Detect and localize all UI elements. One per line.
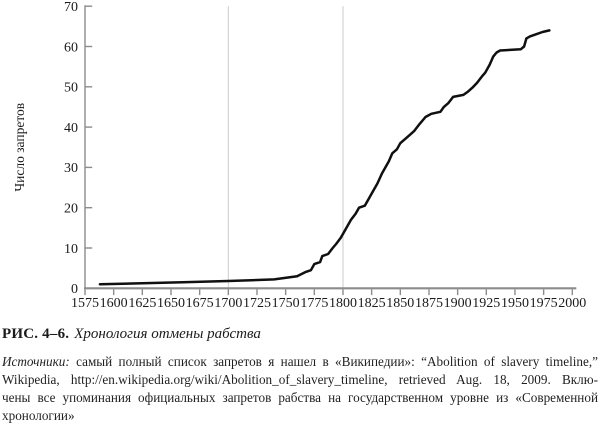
x-tick-label-1925: 1925	[472, 296, 500, 311]
y-tick-label-60: 60	[64, 40, 78, 55]
x-tick-label-1650: 1650	[157, 296, 185, 311]
y-tick-label-30: 30	[64, 161, 78, 176]
x-tick-label-1850: 1850	[386, 296, 414, 311]
x-tick-label-1575: 1575	[71, 296, 99, 311]
sources-lead-word: Источники:	[2, 354, 70, 369]
y-axis-title: Число запретов	[12, 103, 27, 192]
source-line-3: чены все упоминания официальных запретов…	[2, 390, 598, 405]
cumulative-abolitions-line	[98, 29, 551, 286]
abolition-of-slavery-timeline-chart: 1575 1600 1625 1650 1675 1700 1725 1750 1775 1800…	[12, 0, 586, 311]
y-tick-label-40: 40	[64, 121, 78, 136]
source-line-4: хронологии»	[2, 408, 75, 423]
x-tick-label-1800: 1800	[329, 296, 357, 311]
figure-caption: РИС. 4–6. Хронология отмены рабства	[2, 325, 598, 344]
y-tick-label-70: 70	[64, 0, 78, 15]
x-tick-label-1975: 1975	[530, 296, 558, 311]
x-tick-label-1775: 1775	[300, 296, 328, 311]
x-tick-label-1900: 1900	[444, 296, 472, 311]
figure-number-label: РИС. 4–6.	[2, 326, 70, 342]
x-tick-label-1725: 1725	[243, 296, 271, 311]
figure-area: 1575 1600 1625 1650 1675 1700 1725 1750 1775 1800…	[12, 0, 586, 311]
y-tick-label-0: 0	[71, 282, 78, 297]
x-tick-label-1675: 1675	[186, 296, 214, 311]
y-tick-label-20: 20	[64, 202, 78, 217]
y-tick-label-50: 50	[64, 81, 78, 96]
figure-sources: Источники: самый полный список запретов …	[0, 353, 600, 424]
x-tick-label-1950: 1950	[501, 296, 529, 311]
x-tick-label-1625: 1625	[128, 296, 156, 311]
x-tick-label-1825: 1825	[358, 296, 386, 311]
x-tick-label-1750: 1750	[272, 296, 300, 311]
source-line-1-text: самый полный список запретов я нашел в «…	[69, 354, 598, 369]
figure-title: Хронология отмены рабства	[74, 326, 261, 342]
x-tick-label-1700: 1700	[214, 296, 242, 311]
x-tick-label-1600: 1600	[100, 296, 128, 311]
x-tick-label-1875: 1875	[415, 296, 443, 311]
y-tick-label-10: 10	[64, 242, 78, 257]
source-line-2: Wikipedia, http://en.wikipedia.org/wiki/…	[2, 372, 598, 387]
source-line-1: Источники: самый полный список запретов …	[2, 353, 598, 371]
x-tick-label-2000: 2000	[558, 296, 586, 311]
